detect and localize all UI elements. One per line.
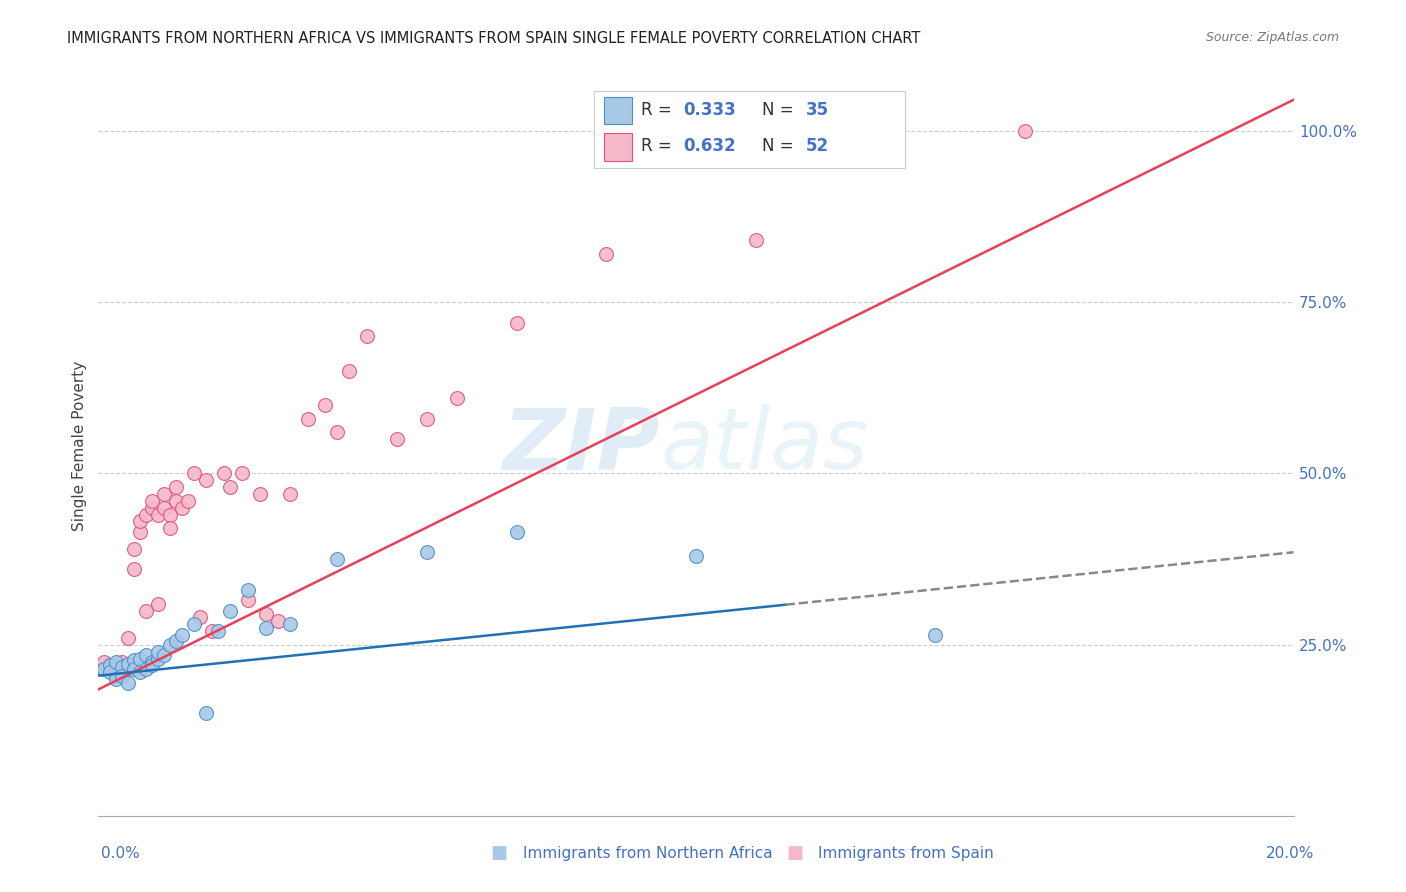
Text: atlas: atlas xyxy=(661,404,868,488)
Point xyxy=(153,648,176,662)
Point xyxy=(141,655,163,669)
Point xyxy=(506,524,529,539)
Point xyxy=(165,480,187,494)
Point xyxy=(141,493,163,508)
Point xyxy=(267,614,290,628)
Point xyxy=(98,658,122,673)
Text: ZIP: ZIP xyxy=(502,404,661,488)
Point xyxy=(105,655,128,669)
Point xyxy=(129,665,152,680)
Point xyxy=(148,645,170,659)
Point xyxy=(153,487,176,501)
Point xyxy=(153,500,176,515)
Point xyxy=(111,659,134,673)
Point xyxy=(249,487,271,501)
Point xyxy=(183,617,205,632)
Point xyxy=(159,638,181,652)
Point xyxy=(93,662,115,676)
Point xyxy=(177,493,200,508)
Text: Source: ZipAtlas.com: Source: ZipAtlas.com xyxy=(1205,31,1339,45)
Point xyxy=(195,706,218,721)
Text: 20.0%: 20.0% xyxy=(1267,847,1315,861)
Point xyxy=(356,329,378,343)
Point xyxy=(141,500,163,515)
Point xyxy=(326,425,349,440)
Point xyxy=(446,391,468,405)
Point xyxy=(685,549,707,563)
Point xyxy=(385,432,409,446)
Point xyxy=(254,607,277,621)
Point xyxy=(124,541,146,556)
Point xyxy=(1014,123,1036,137)
Point xyxy=(148,651,170,665)
Point xyxy=(188,610,211,624)
Text: 0.0%: 0.0% xyxy=(101,847,141,861)
Point xyxy=(339,363,361,377)
Point xyxy=(236,582,259,597)
Point xyxy=(212,467,235,481)
Point xyxy=(183,467,205,481)
Point xyxy=(124,662,146,676)
Text: IMMIGRANTS FROM NORTHERN AFRICA VS IMMIGRANTS FROM SPAIN SINGLE FEMALE POVERTY C: IMMIGRANTS FROM NORTHERN AFRICA VS IMMIG… xyxy=(67,31,921,46)
Point xyxy=(124,653,146,667)
Point xyxy=(297,411,319,425)
Point xyxy=(159,521,181,535)
Point xyxy=(111,662,134,676)
Point xyxy=(416,545,439,559)
Point xyxy=(172,500,194,515)
Point xyxy=(315,398,337,412)
Point xyxy=(98,658,122,673)
Point xyxy=(172,627,194,641)
Point xyxy=(416,411,439,425)
Point xyxy=(595,247,617,261)
Y-axis label: Single Female Poverty: Single Female Poverty xyxy=(72,361,87,531)
Point xyxy=(117,631,139,645)
Text: Immigrants from Northern Africa: Immigrants from Northern Africa xyxy=(523,847,773,861)
Point xyxy=(201,624,224,639)
Point xyxy=(207,624,229,639)
Point xyxy=(745,233,768,247)
Point xyxy=(278,487,301,501)
Point xyxy=(135,648,157,662)
Point xyxy=(278,617,301,632)
Text: ■: ■ xyxy=(491,844,508,862)
Point xyxy=(326,552,349,566)
Point xyxy=(105,665,128,680)
Point xyxy=(165,634,187,648)
Point xyxy=(159,508,181,522)
Point xyxy=(129,524,152,539)
Text: ■: ■ xyxy=(786,844,803,862)
Point xyxy=(105,672,128,686)
Point xyxy=(195,473,218,487)
Point xyxy=(219,480,242,494)
Point xyxy=(129,651,152,665)
Point xyxy=(148,597,170,611)
Point xyxy=(165,493,187,508)
Point xyxy=(231,467,253,481)
Point xyxy=(117,675,139,690)
Point xyxy=(135,603,157,617)
Point xyxy=(148,508,170,522)
Point xyxy=(93,662,115,676)
Point xyxy=(924,627,946,641)
Point xyxy=(506,316,529,330)
Point xyxy=(105,668,128,682)
Point xyxy=(93,655,115,669)
Point xyxy=(98,662,122,676)
Point xyxy=(117,658,139,673)
Point xyxy=(111,655,134,669)
Point xyxy=(98,665,122,680)
Point xyxy=(219,603,242,617)
Point xyxy=(141,658,163,673)
Point xyxy=(124,562,146,576)
Point xyxy=(117,657,139,671)
Point xyxy=(236,593,259,607)
Point xyxy=(135,662,157,676)
Text: Immigrants from Spain: Immigrants from Spain xyxy=(818,847,994,861)
Point xyxy=(129,515,152,529)
Point xyxy=(254,621,277,635)
Point xyxy=(135,508,157,522)
Point xyxy=(111,668,134,682)
